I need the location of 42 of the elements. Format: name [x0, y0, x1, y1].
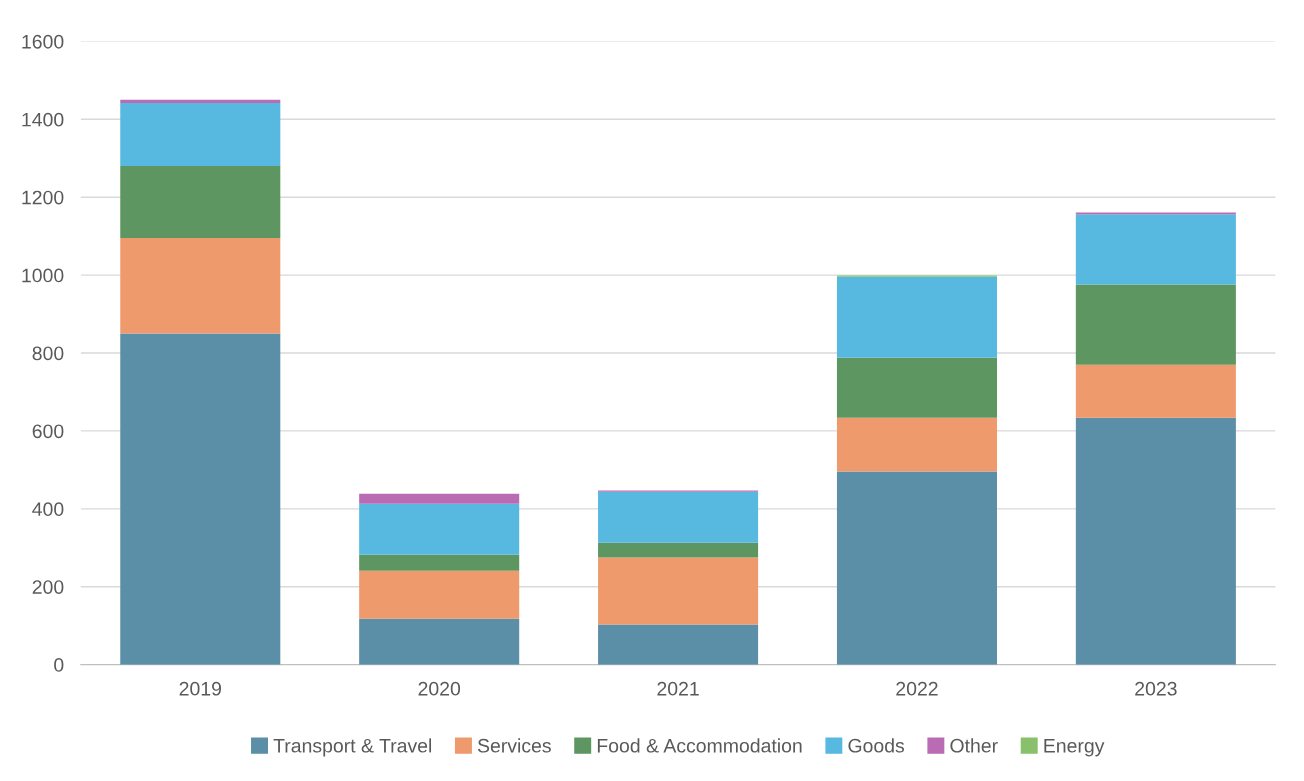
- legend-label: Other: [950, 738, 998, 753]
- x-tick-label: 2019: [179, 681, 221, 696]
- y-tick-label: 1200: [22, 190, 64, 205]
- bar: [598, 491, 759, 543]
- bar: [1075, 214, 1236, 285]
- bar: [359, 570, 520, 619]
- y-tick-label: 0: [54, 658, 64, 672]
- bar: [120, 102, 281, 167]
- legend-label: Food & Accommodation: [597, 738, 802, 753]
- legend-label: Energy: [1044, 739, 1105, 757]
- y-tick-label: 600: [32, 424, 64, 439]
- y-tick-label: 1600: [22, 34, 64, 49]
- bar: [836, 471, 997, 665]
- bar: [598, 624, 759, 665]
- x-tick-label: 2023: [1135, 681, 1177, 696]
- bar: [598, 542, 759, 558]
- x-tick-label: 2020: [418, 681, 461, 696]
- bar: [1075, 364, 1236, 418]
- bar: [359, 554, 520, 571]
- bar: [836, 417, 997, 472]
- bar: [1075, 417, 1236, 665]
- bar: [120, 99, 281, 103]
- bar: [359, 493, 520, 504]
- x-tick-label: 2021: [657, 681, 699, 696]
- bar: [120, 333, 281, 665]
- bar: [359, 503, 520, 555]
- legend-label: Goods: [848, 738, 905, 753]
- x-tick-label: 2022: [896, 681, 938, 696]
- y-tick-label: 800: [32, 346, 64, 361]
- bar: [120, 238, 281, 334]
- bar: [1075, 284, 1236, 365]
- legend-label: Services: [477, 738, 551, 753]
- bar: [598, 557, 759, 625]
- y-tick-label: 400: [32, 502, 64, 517]
- legend-label: Transport & Travel: [273, 738, 432, 757]
- bar: [359, 618, 520, 665]
- bar: [120, 166, 281, 239]
- bar: [836, 276, 997, 358]
- y-tick-label: 200: [32, 580, 64, 594]
- bar: [836, 357, 997, 418]
- y-tick-label: 1400: [22, 112, 64, 127]
- y-tick-label: 1000: [22, 268, 64, 283]
